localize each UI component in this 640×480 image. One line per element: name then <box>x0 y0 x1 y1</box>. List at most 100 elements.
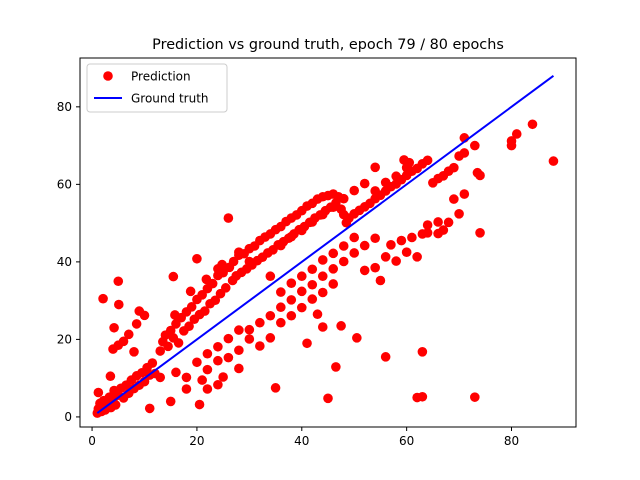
prediction-point <box>173 338 184 348</box>
prediction-point <box>286 295 297 305</box>
prediction-point <box>370 162 380 173</box>
prediction-point <box>234 325 244 335</box>
prediction-point <box>276 240 286 251</box>
prediction-point <box>202 348 213 359</box>
prediction-point <box>270 383 281 393</box>
prediction-point <box>338 241 349 251</box>
prediction-point <box>296 286 307 297</box>
prediction-point <box>401 162 412 173</box>
prediction-point <box>276 317 286 328</box>
prediction-point <box>412 392 422 403</box>
y-tick-label: 0 <box>64 410 72 424</box>
prediction-point <box>317 209 328 220</box>
prediction-point <box>181 384 192 394</box>
prediction-point <box>511 129 522 139</box>
prediction-point <box>328 264 339 274</box>
prediction-point <box>386 240 396 250</box>
x-tick-label: 40 <box>294 434 309 448</box>
prediction-point <box>186 302 197 312</box>
prediction-point <box>265 271 276 282</box>
prediction-point <box>317 322 328 332</box>
prediction-point <box>98 293 108 304</box>
prediction-point <box>349 232 360 243</box>
prediction-point <box>171 367 181 378</box>
x-tick-label: 20 <box>189 434 204 448</box>
prediction-point <box>548 156 559 166</box>
prediction-point <box>131 319 142 329</box>
prediction-point <box>213 264 223 274</box>
prediction-point <box>210 295 221 306</box>
y-tick-label: 20 <box>57 333 72 347</box>
data-marks <box>92 75 559 418</box>
prediction-point <box>443 217 454 228</box>
prediction-point <box>317 287 328 298</box>
prediction-point <box>234 247 244 257</box>
prediction-point <box>422 220 433 230</box>
prediction-point <box>244 324 255 335</box>
legend: Prediction Ground truth <box>86 63 228 113</box>
prediction-point <box>359 240 370 251</box>
prediction-point <box>391 256 401 266</box>
prediction-point <box>338 256 349 267</box>
prediction-point <box>113 276 124 287</box>
prediction-point <box>105 371 116 382</box>
prediction-point <box>454 209 464 219</box>
prediction-point <box>165 396 176 407</box>
prediction-point <box>433 217 443 227</box>
prediction-point <box>223 352 234 363</box>
prediction-point <box>197 375 207 385</box>
prediction-point <box>165 325 176 336</box>
prediction-point <box>163 341 173 352</box>
prediction-point <box>331 362 341 372</box>
prediction-point <box>144 403 155 414</box>
prediction-point <box>213 355 223 366</box>
prediction-point <box>459 189 470 199</box>
prediction-point <box>184 321 194 332</box>
prediction-point <box>220 283 231 293</box>
prediction-point <box>349 185 360 196</box>
ground-truth-line <box>96 75 555 414</box>
prediction-point <box>181 372 192 383</box>
prediction-point <box>296 225 307 236</box>
prediction-point <box>202 384 213 394</box>
prediction-point <box>459 148 470 158</box>
prediction-point <box>265 310 276 321</box>
y-tick-label: 40 <box>57 255 72 269</box>
prediction-point <box>475 228 485 238</box>
legend-marker-prediction <box>103 71 113 81</box>
prediction-point <box>118 336 129 347</box>
legend-box <box>86 63 228 113</box>
prediction-point <box>213 341 223 352</box>
prediction-point <box>396 235 407 246</box>
x-tick-label: 80 <box>504 434 519 448</box>
prediction-point <box>307 294 318 304</box>
prediction-point <box>438 225 449 235</box>
prediction-point <box>307 217 318 227</box>
prediction-point <box>244 334 255 344</box>
prediction-point <box>286 231 297 242</box>
prediction-point <box>223 213 234 223</box>
prediction-point <box>470 140 480 151</box>
prediction-point <box>296 302 307 313</box>
prediction-point <box>307 264 318 275</box>
prediction-point <box>312 309 323 320</box>
prediction-point <box>194 399 205 410</box>
prediction-point <box>375 275 386 286</box>
prediction-point <box>422 155 433 166</box>
prediction-point <box>155 346 166 356</box>
prediction-point <box>307 279 318 290</box>
prediction-point <box>475 170 485 181</box>
prediction-point <box>506 136 517 146</box>
prediction-point <box>527 119 538 130</box>
x-tick-label: 0 <box>88 434 96 448</box>
axes: 0 20 40 60 80 0 20 40 60 80 <box>57 57 577 448</box>
prediction-point <box>286 278 297 289</box>
prediction-point <box>449 194 459 204</box>
prediction-point <box>328 202 339 213</box>
prediction-point <box>338 193 349 204</box>
prediction-point <box>109 322 119 333</box>
prediction-point <box>114 299 124 310</box>
prediction-point <box>93 387 104 398</box>
prediction-point <box>213 379 223 390</box>
